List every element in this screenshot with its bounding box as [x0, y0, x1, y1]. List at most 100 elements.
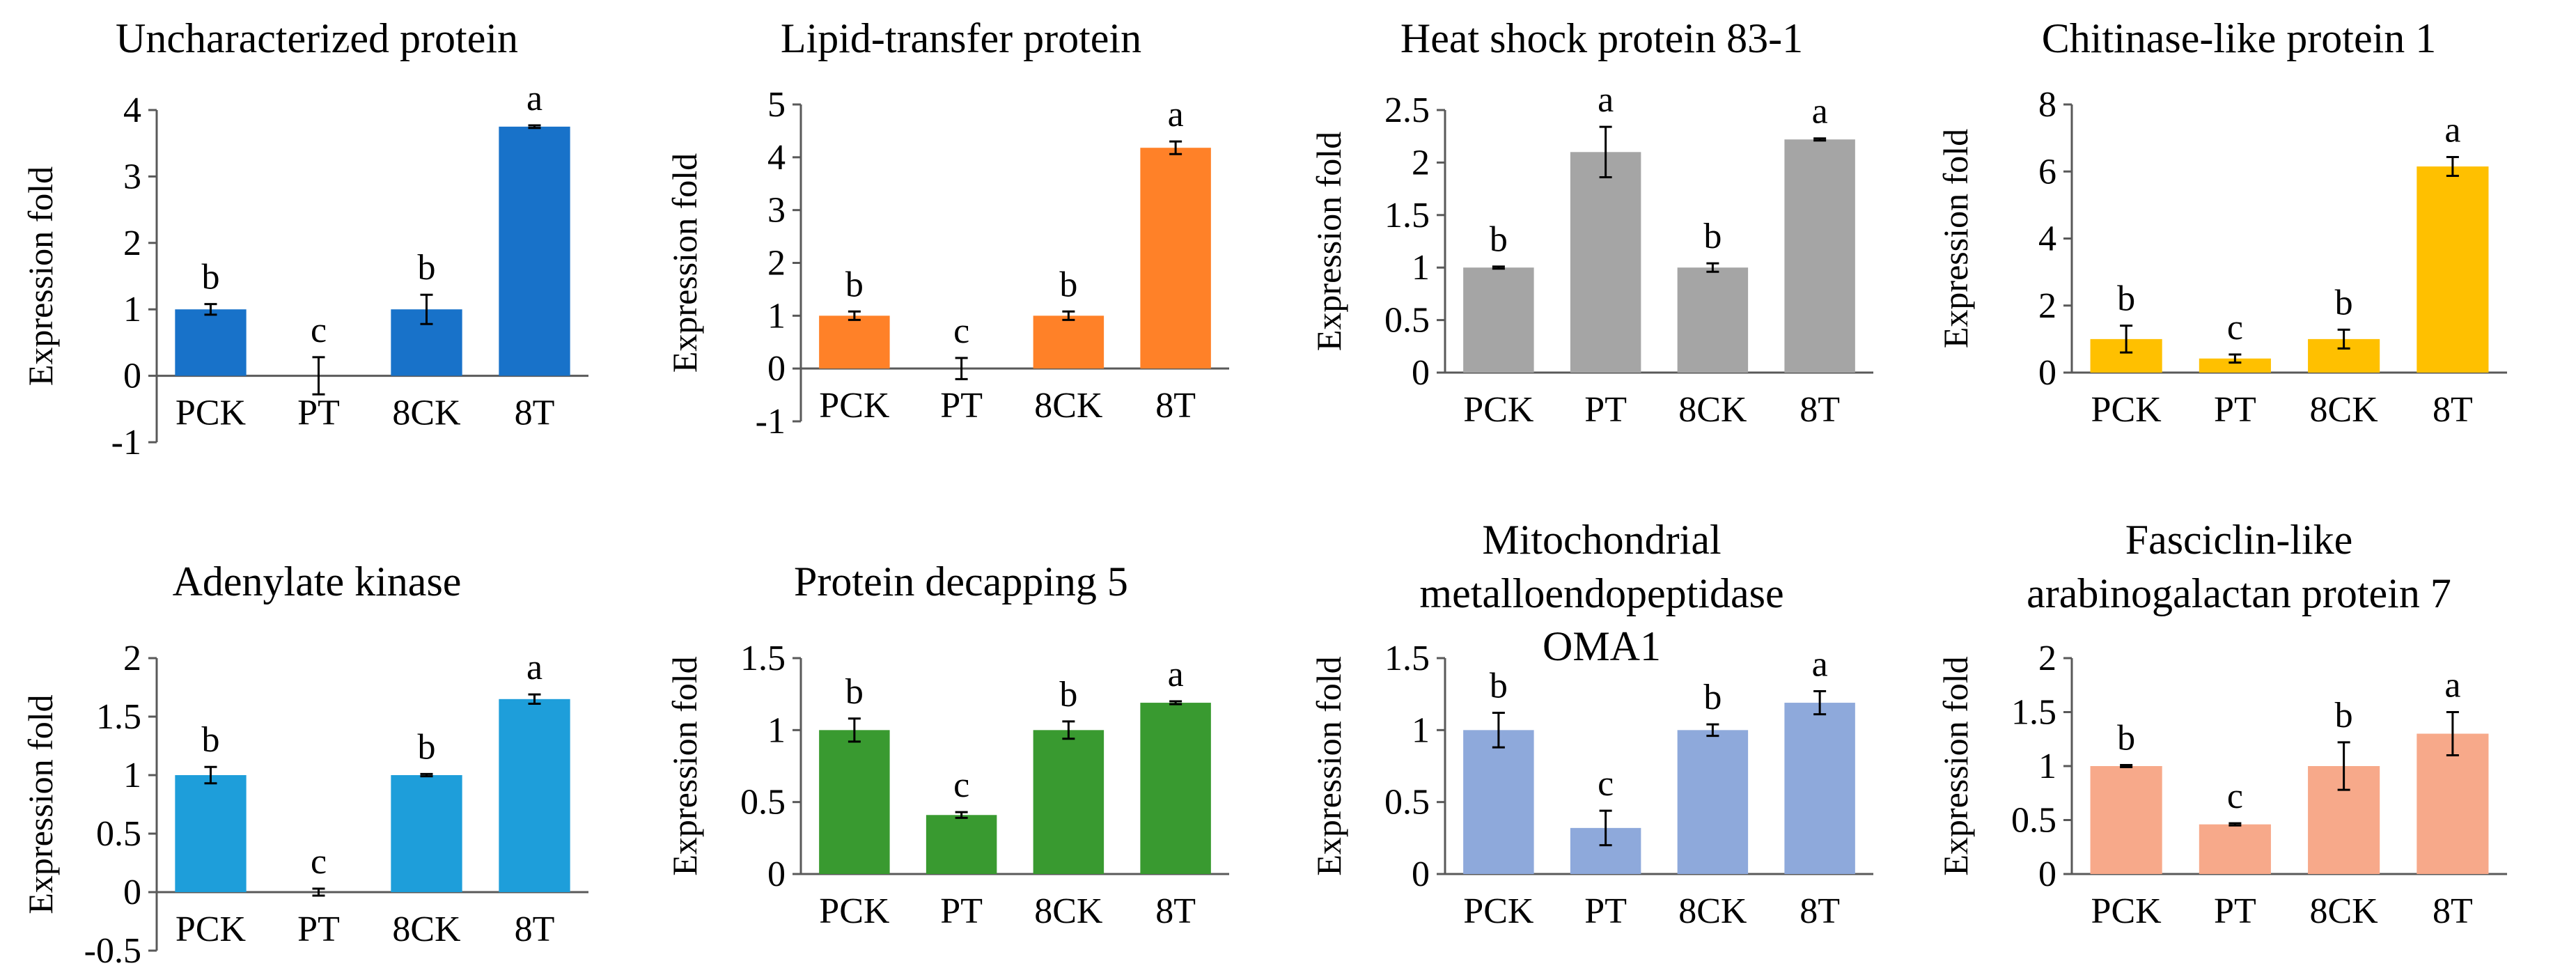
bar-8t — [2417, 166, 2489, 373]
x-tick-label: PT — [2214, 891, 2256, 931]
significance-letter: a — [1598, 80, 1614, 120]
y-tick-label: 1 — [123, 756, 141, 795]
x-tick-label: 8CK — [1678, 390, 1747, 430]
y-tick-label: 1 — [767, 710, 786, 750]
x-tick-label: 8T — [2433, 891, 2473, 931]
chart-title-line: metalloendopeptidase — [1419, 570, 1783, 616]
y-tick-label: 1.5 — [2011, 693, 2056, 733]
bar-pck — [175, 309, 247, 376]
bar-8t — [2417, 733, 2489, 874]
y-tick-label: 1 — [1412, 248, 1430, 288]
significance-letter: b — [1059, 265, 1077, 304]
significance-letter: b — [1703, 678, 1722, 717]
y-tick-label: 0.5 — [2011, 801, 2056, 841]
chart-panel-3: Heat shock protein 83-1 Expression fold 0 0… — [1309, 15, 1873, 430]
x-tick-label: PT — [297, 910, 340, 949]
y-axis-title: Expression fold — [1309, 132, 1348, 351]
significance-letter: b — [202, 720, 220, 760]
y-tick-label: 5 — [767, 85, 786, 125]
y-tick-label: 2 — [2038, 286, 2056, 326]
x-tick-label: PT — [940, 891, 983, 931]
x-tick-label: PCK — [2091, 891, 2162, 931]
y-tick-label: 0 — [767, 349, 786, 389]
significance-letter: b — [1490, 666, 1508, 706]
x-tick-label: 8T — [1800, 390, 1840, 430]
y-tick-label: 1.5 — [1384, 196, 1430, 235]
chart-title-line: Heat shock protein 83-1 — [1400, 15, 1803, 61]
x-tick-label: 8CK — [2310, 891, 2379, 931]
chart-title-line: Fasciclin-like — [2125, 517, 2353, 563]
chart-title-line: Uncharacterized protein — [116, 15, 518, 61]
y-tick-label: 1.5 — [96, 697, 141, 737]
significance-letter: a — [526, 648, 542, 687]
y-tick-label: 2 — [1412, 143, 1430, 182]
chart-panel-4: Chitinase-like protein 1 Expression fold 0… — [1936, 15, 2507, 430]
significance-letter: b — [845, 672, 864, 712]
x-tick-label: PCK — [175, 393, 247, 433]
x-tick-label: 8T — [515, 393, 555, 433]
y-axis-title: Expression fold — [665, 153, 704, 373]
bar-pck — [1463, 267, 1534, 373]
bar-8ck — [1033, 730, 1104, 874]
bar-8ck — [1677, 267, 1749, 373]
y-tick-label: 2.5 — [1384, 91, 1430, 130]
y-tick-label: 0 — [1412, 855, 1430, 894]
chart-panel-8: Fasciclin-like arabinogalactan protein 7 E… — [1936, 517, 2507, 931]
bar-pt — [2199, 358, 2271, 373]
x-tick-label: PCK — [175, 910, 247, 949]
x-tick-label: 8T — [1800, 891, 1840, 931]
bar-pck — [175, 775, 247, 892]
bar-pt — [926, 815, 997, 874]
y-tick-label: 0 — [2038, 353, 2056, 393]
bar-pck — [1463, 730, 1534, 874]
chart-title-line: Protein decapping 5 — [794, 559, 1128, 604]
chart-panel-5: Adenylate kinase Expression fold -0.5 0 0.5 1… — [21, 559, 588, 971]
bar-pt — [1570, 152, 1641, 373]
y-tick-label: 1.5 — [1384, 639, 1430, 678]
bar-pck — [819, 315, 890, 369]
y-axis-title: Expression fold — [21, 166, 60, 386]
bar-8t — [499, 699, 570, 892]
y-tick-label: 0.5 — [1384, 783, 1430, 822]
chart-panel-6: Protein decapping 5 Expression fold 0 0.5 1 1… — [665, 559, 1229, 931]
x-tick-label: PT — [1584, 390, 1627, 430]
y-tick-label: 0.5 — [1384, 301, 1430, 341]
y-tick-label: 2 — [123, 224, 141, 263]
x-tick-label: 8CK — [392, 393, 461, 433]
bar-pt — [2199, 824, 2271, 874]
chart-title-line: Adenylate kinase — [173, 559, 462, 604]
x-tick-label: 8CK — [2310, 390, 2379, 430]
significance-letter: c — [953, 311, 969, 351]
significance-letter: b — [418, 727, 436, 767]
y-tick-label: 1 — [123, 290, 141, 329]
y-axis-title: Expression fold — [1936, 656, 1975, 875]
y-tick-label: -1 — [756, 402, 786, 442]
x-tick-label: PCK — [2091, 390, 2162, 430]
y-axis-title: Expression fold — [1309, 656, 1348, 875]
bar-8t — [1784, 703, 1855, 874]
chart-panel-2: Lipid-transfer protein Expression fold -1 0… — [665, 15, 1229, 442]
chart-title-line: Lipid-transfer protein — [781, 15, 1141, 61]
y-tick-label: 3 — [123, 157, 141, 196]
x-tick-label: 8T — [2433, 390, 2473, 430]
bar-8ck — [1677, 730, 1749, 874]
y-tick-label: 2 — [767, 244, 786, 283]
y-tick-label: 0 — [1412, 353, 1430, 393]
significance-letter: a — [526, 79, 542, 118]
chart-title-line: arabinogalactan protein 7 — [2027, 570, 2451, 616]
bar-8ck — [391, 775, 462, 892]
significance-letter: c — [311, 842, 327, 882]
significance-letter: a — [2444, 111, 2460, 150]
y-tick-label: 0.5 — [740, 783, 786, 822]
significance-letter: c — [311, 311, 327, 350]
y-tick-label: 4 — [767, 138, 786, 178]
y-tick-label: 0 — [123, 357, 141, 396]
y-axis-title: Expression fold — [21, 694, 60, 914]
significance-letter: c — [2227, 308, 2243, 348]
significance-letter: b — [845, 265, 864, 304]
y-tick-label: 0 — [2038, 855, 2056, 894]
significance-letter: c — [953, 765, 969, 805]
chart-title-line: Mitochondrial — [1482, 517, 1721, 563]
significance-letter: a — [1168, 95, 1184, 134]
significance-letter: b — [2117, 279, 2135, 319]
